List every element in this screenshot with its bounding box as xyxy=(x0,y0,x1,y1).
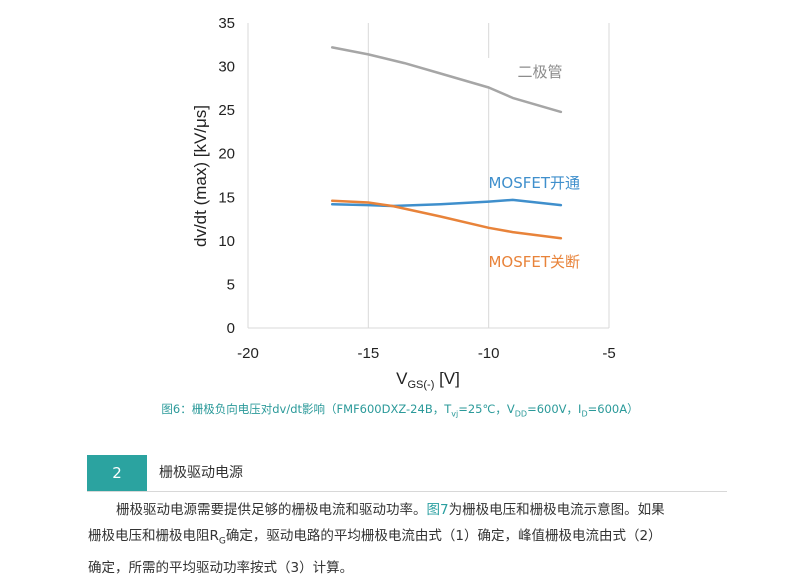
y-tick-label: 25 xyxy=(218,102,235,119)
y-axis-title: dv/dt (max) [kV/μs] xyxy=(191,105,210,247)
body-paragraph: 栅极驱动电源需要提供足够的栅极电流和驱动功率。图7为栅极电压和栅极电流示意图。如… xyxy=(88,497,728,581)
series-line-1 xyxy=(330,198,563,208)
section-number-badge: 2 xyxy=(87,455,147,491)
y-tick-label: 35 xyxy=(218,15,235,32)
line2-rg-sub: G xyxy=(218,536,226,547)
x-tick-label: -5 xyxy=(602,345,615,362)
series-lines xyxy=(330,46,563,240)
paragraph-line-3: 确定，所需的平均驱动功率按式（3）计算。 xyxy=(88,555,728,581)
series-label-mosfet-on: MOSFET开通 xyxy=(488,174,580,192)
x-axis-title-sub: GS(-) xyxy=(407,379,434,391)
paragraph-line-2: 栅极电压和栅极电阻RG确定，驱动电路的平均栅极电流由式（1）确定，峰值栅极电流由… xyxy=(88,523,728,555)
line2-text-a: 栅极电压和栅极电阻R xyxy=(88,528,219,544)
line1-text-a: 栅极驱动电源需要提供足够的栅极电流和驱动功率。 xyxy=(116,502,427,518)
y-tick-label: 0 xyxy=(227,320,235,337)
diode-label-box xyxy=(488,58,596,86)
x-tick-labels: -20 -15 -10 -5 xyxy=(237,345,616,362)
x-axis-title-unit: [V] xyxy=(434,369,460,388)
series-label-diode: 二极管 xyxy=(517,63,562,81)
section-title: 栅极驱动电源 xyxy=(159,465,243,481)
series-line-0 xyxy=(330,46,563,114)
caption-mid1: =25℃，V xyxy=(458,402,515,416)
x-axis-title: VGS(-) [V] xyxy=(396,369,460,391)
x-tick-label: -15 xyxy=(357,345,379,362)
caption-lead: 图6：栅极负向电压对dv/dt影响（FMF600DXZ-24B，T xyxy=(161,402,452,416)
line3-text: 确定，所需的平均驱动功率按式（3）计算。 xyxy=(88,559,354,576)
caption-vdd-sub: DD xyxy=(514,409,528,419)
line2-text-b: 确定，驱动电路的平均栅极电流由式（1）确定，峰值栅极电流由式（2） xyxy=(225,528,662,544)
y-tick-label: 5 xyxy=(227,276,235,293)
section-header: 2 栅极驱动电源 xyxy=(87,455,727,492)
figure-caption: 图6：栅极负向电压对dv/dt影响（FMF600DXZ-24B，Tvj=25℃，… xyxy=(0,401,800,418)
series-label-mosfet-off: MOSFET关断 xyxy=(488,253,580,271)
y-tick-label: 15 xyxy=(218,189,235,206)
caption-id-sub: D xyxy=(581,409,588,419)
figure7-link[interactable]: 图7 xyxy=(426,502,449,518)
paragraph-line-1: 栅极驱动电源需要提供足够的栅极电流和驱动功率。图7为栅极电压和栅极电流示意图。如… xyxy=(88,497,728,523)
y-tick-label: 20 xyxy=(218,146,235,163)
x-tick-label: -10 xyxy=(478,345,500,362)
caption-tail: =600A） xyxy=(587,402,639,416)
x-axis-title-main: V xyxy=(396,369,408,388)
y-tick-labels: 0 5 10 15 20 25 30 35 xyxy=(218,15,235,337)
caption-tvj-sub: vj xyxy=(451,409,459,419)
y-tick-label: 10 xyxy=(218,233,235,250)
caption-mid2: =600V，I xyxy=(527,402,582,416)
x-tick-label: -20 xyxy=(237,345,259,362)
line1-text-b: 为栅极电压和栅极电流示意图。如果 xyxy=(448,502,665,518)
series-line-2 xyxy=(330,199,563,240)
y-tick-label: 30 xyxy=(218,59,235,76)
